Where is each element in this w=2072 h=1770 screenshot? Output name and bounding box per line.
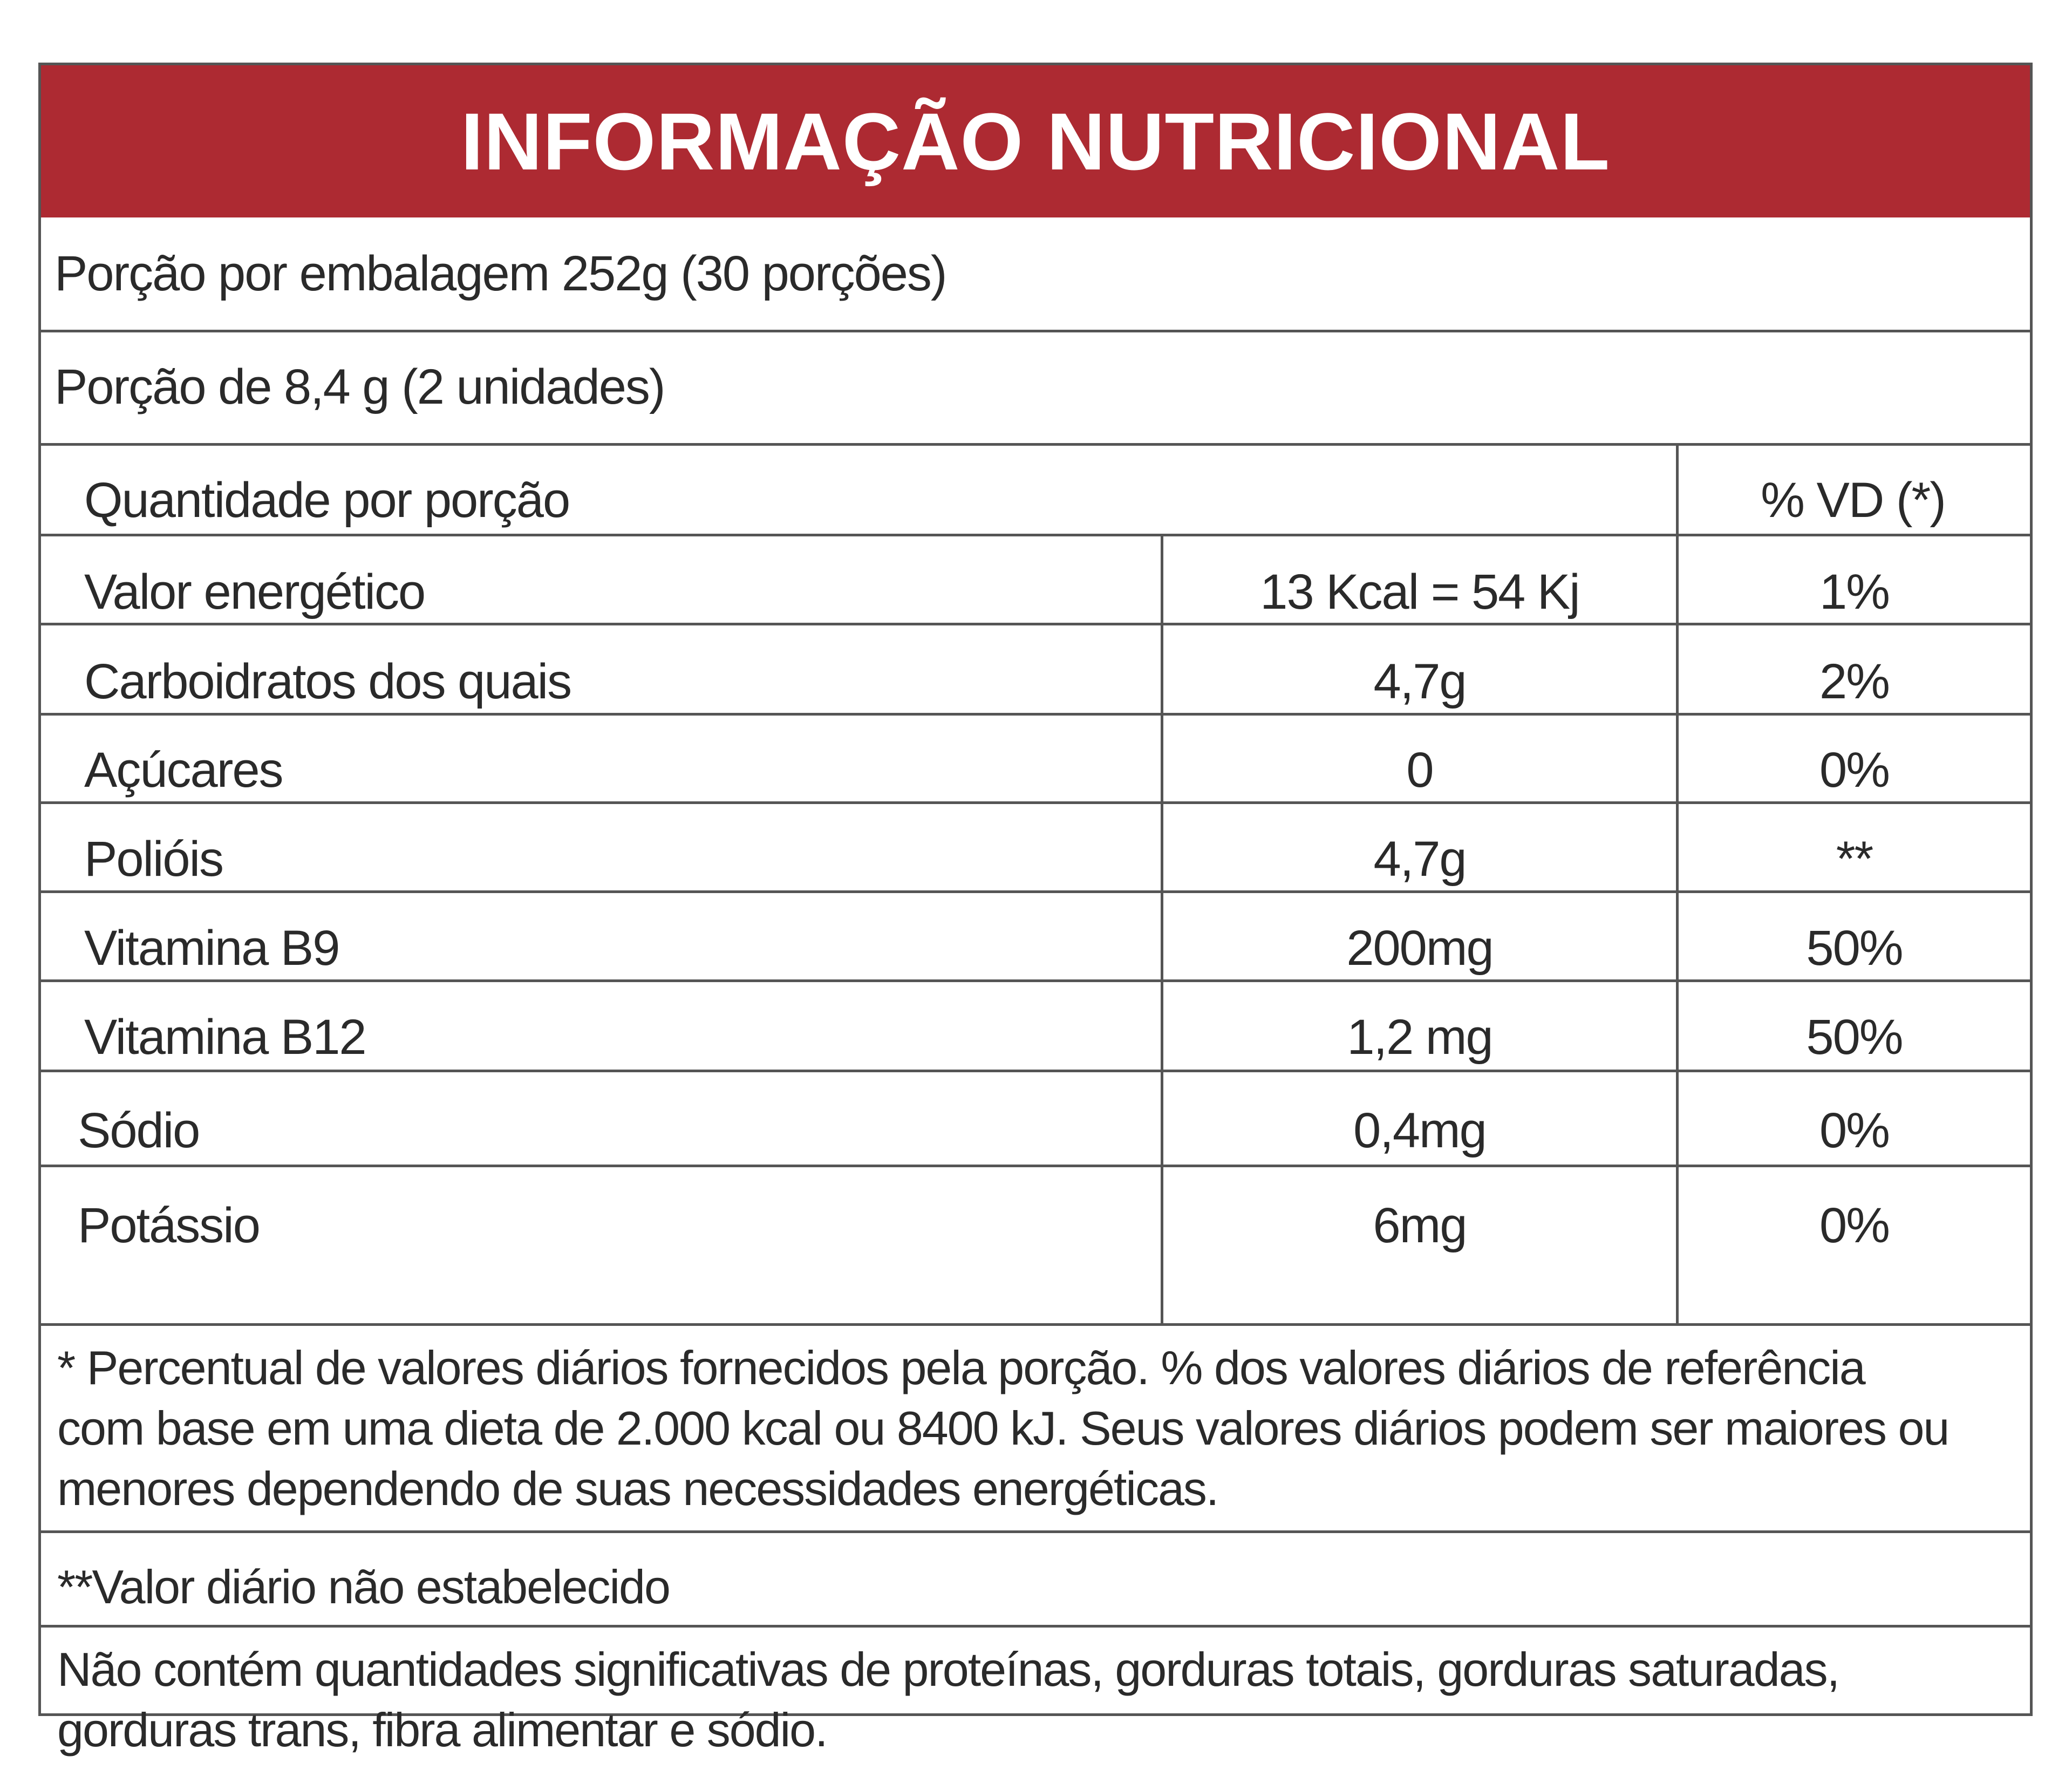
nutrient-name: Valor energético	[84, 564, 426, 620]
nutrient-dv: **	[1836, 832, 1874, 887]
column-divider	[1161, 534, 1163, 1323]
nutrient-dv: 2%	[1819, 654, 1890, 709]
column-divider	[1676, 443, 1679, 1323]
nutrition-facts-panel: INFORMAÇÃO NUTRICIONAL Porção por embala…	[38, 63, 2033, 1757]
footnote-not-established: **Valor diário não estabelecido	[57, 1560, 671, 1614]
nutrient-amount: 13 Kcal = 54 Kj	[1260, 564, 1580, 620]
divider	[41, 1625, 2030, 1628]
divider	[41, 534, 2030, 536]
nutrient-dv: 0%	[1819, 1103, 1890, 1158]
table-header-quantity: Quantidade por porção	[84, 473, 570, 528]
nutrient-amount: 0	[1406, 743, 1434, 798]
nutrient-dv: 50%	[1806, 921, 1903, 976]
divider	[41, 1070, 2030, 1072]
table-header-dv: % VD (*)	[1761, 473, 1946, 528]
nutrient-amount: 6mg	[1373, 1198, 1468, 1253]
nutrient-name: Sódio	[78, 1103, 200, 1158]
nutrient-amount: 4,7g	[1373, 832, 1467, 887]
divider	[41, 1530, 2030, 1533]
divider	[41, 1323, 2030, 1326]
footnote-not-significant-line: gorduras trans, fibra alimentar e sódio.	[57, 1703, 828, 1757]
nutrient-dv: 0%	[1819, 1198, 1890, 1253]
footnote-dv-line: menores dependendo de suas necessidades …	[57, 1462, 1219, 1515]
nutrition-title: INFORMAÇÃO NUTRICIONAL	[460, 96, 1611, 187]
divider	[41, 1165, 2030, 1167]
divider	[41, 801, 2030, 804]
footnote-dv-line: com base em uma dieta de 2.000 kcal ou 8…	[57, 1401, 1950, 1455]
divider	[41, 890, 2030, 893]
nutrient-name: Carboidratos dos quais	[84, 654, 572, 709]
footnote-dv-line: * Percentual de valores diários fornecid…	[57, 1341, 1866, 1394]
portion-size: Porção de 8,4 g (2 unidades)	[54, 359, 666, 414]
divider	[41, 979, 2030, 982]
nutrient-name: Vitamina B12	[84, 1010, 367, 1065]
nutrient-amount: 200mg	[1346, 921, 1494, 976]
nutrient-name: Polióis	[84, 832, 224, 887]
divider	[41, 623, 2030, 625]
nutrient-name: Açúcares	[84, 743, 283, 798]
footnote-not-significant-line: Não contém quantidades significativas de…	[57, 1643, 1840, 1696]
nutrition-header: INFORMAÇÃO NUTRICIONAL	[41, 65, 2030, 217]
nutrient-dv: 0%	[1819, 743, 1890, 798]
nutrient-amount: 1,2 mg	[1347, 1010, 1493, 1065]
nutrient-dv: 1%	[1819, 564, 1890, 620]
divider	[41, 443, 2030, 446]
nutrient-name: Vitamina B9	[84, 921, 340, 976]
divider	[41, 330, 2030, 332]
nutrient-amount: 0,4mg	[1353, 1103, 1487, 1158]
nutrient-name: Potássio	[78, 1198, 261, 1253]
divider	[41, 713, 2030, 716]
nutrient-amount: 4,7g	[1373, 654, 1467, 709]
nutrient-dv: 50%	[1806, 1010, 1903, 1065]
portions-per-package: Porção por embalagem 252g (30 porções)	[54, 246, 948, 301]
